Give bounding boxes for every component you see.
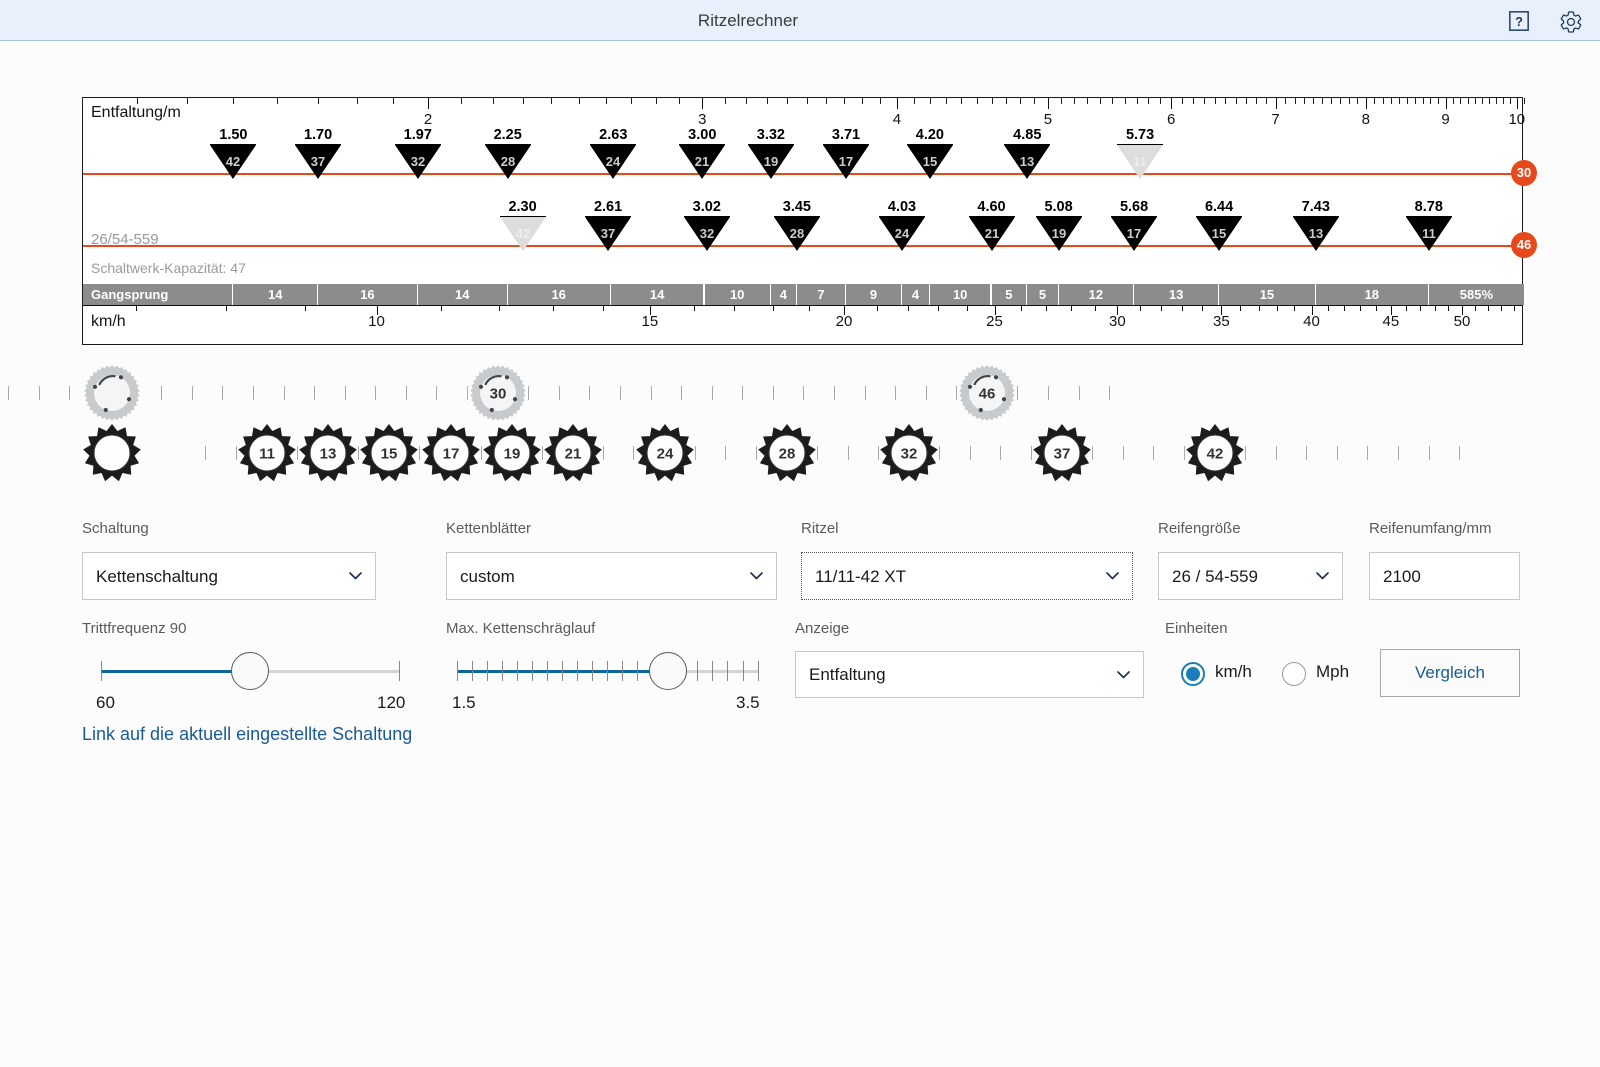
- svg-text:19: 19: [503, 445, 520, 462]
- svg-text:24: 24: [606, 154, 621, 169]
- svg-text:21: 21: [984, 226, 998, 241]
- svg-text:17: 17: [442, 445, 459, 462]
- svg-text:42: 42: [1207, 445, 1224, 462]
- svg-text:11: 11: [1422, 226, 1436, 241]
- svg-text:11: 11: [1133, 154, 1147, 169]
- svg-text:37: 37: [311, 154, 325, 169]
- svg-text:30: 30: [490, 385, 507, 402]
- svg-text:32: 32: [901, 445, 918, 462]
- svg-text:24: 24: [895, 226, 910, 241]
- svg-text:17: 17: [839, 154, 853, 169]
- svg-text:13: 13: [320, 445, 337, 462]
- svg-text:21: 21: [564, 445, 581, 462]
- svg-text:37: 37: [1054, 445, 1071, 462]
- svg-text:15: 15: [1212, 226, 1226, 241]
- svg-text:15: 15: [923, 154, 937, 169]
- svg-text:19: 19: [1051, 226, 1065, 241]
- svg-text:13: 13: [1020, 154, 1034, 169]
- svg-text:24: 24: [656, 445, 673, 462]
- svg-text:?: ?: [1515, 14, 1523, 29]
- svg-text:42: 42: [515, 226, 529, 241]
- svg-text:11: 11: [259, 445, 275, 462]
- svg-text:32: 32: [411, 154, 425, 169]
- svg-text:17: 17: [1127, 226, 1141, 241]
- svg-text:13: 13: [1309, 226, 1323, 241]
- svg-text:15: 15: [381, 445, 398, 462]
- svg-text:19: 19: [764, 154, 778, 169]
- svg-text:28: 28: [500, 154, 514, 169]
- svg-text:28: 28: [790, 226, 804, 241]
- svg-text:32: 32: [700, 226, 714, 241]
- svg-text:37: 37: [601, 226, 615, 241]
- svg-text:42: 42: [226, 154, 240, 169]
- svg-text:28: 28: [779, 445, 796, 462]
- svg-text:21: 21: [695, 154, 709, 169]
- svg-text:46: 46: [979, 385, 996, 402]
